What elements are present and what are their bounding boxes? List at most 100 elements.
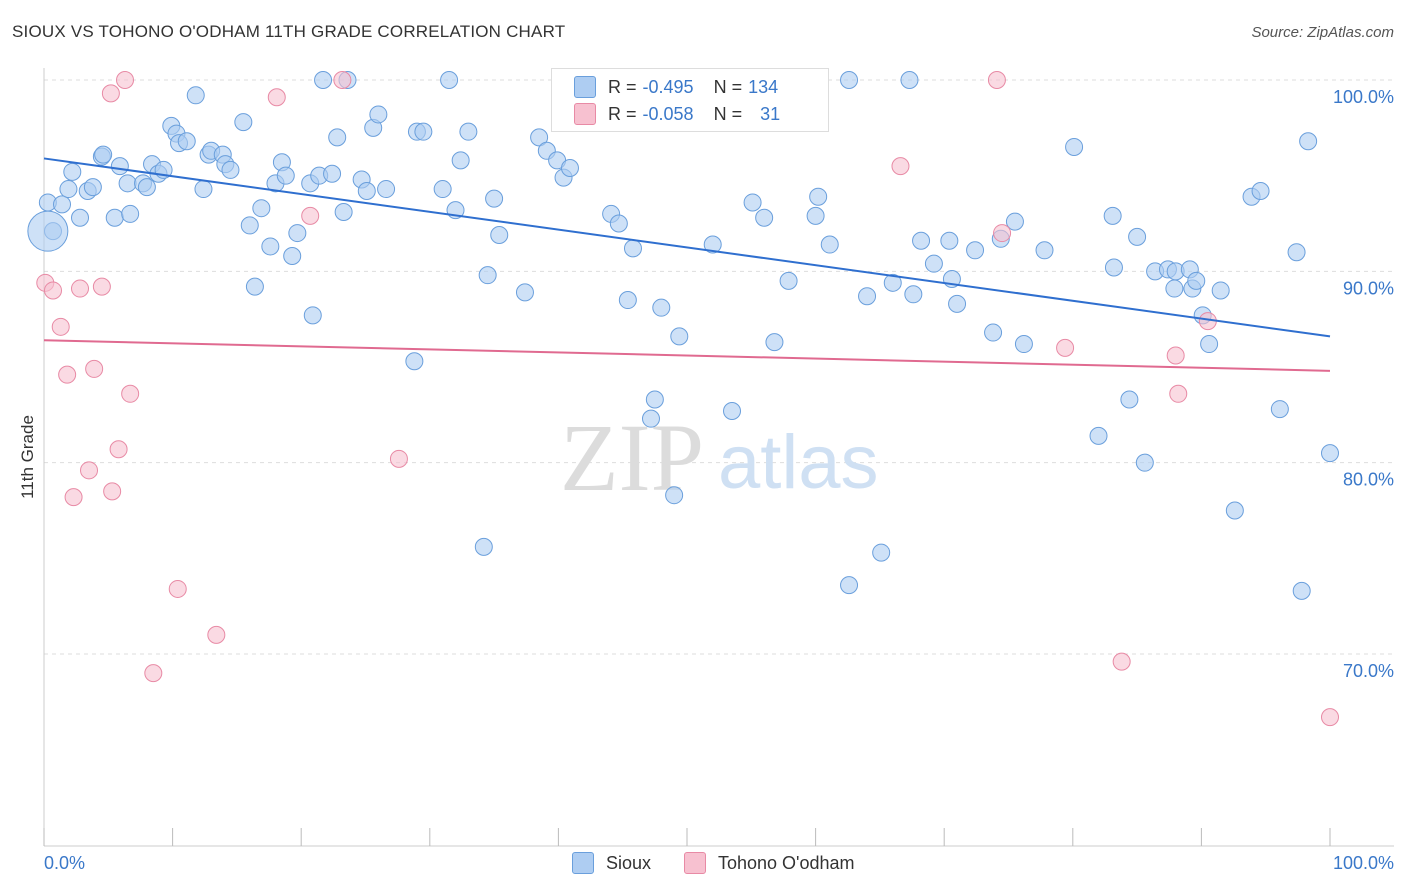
sioux-point[interactable]	[485, 189, 504, 208]
sioux-point[interactable]	[94, 145, 113, 164]
tohono-point[interactable]	[44, 281, 63, 300]
sioux-point[interactable]	[245, 277, 264, 296]
sioux-point[interactable]	[105, 208, 124, 227]
sioux-point[interactable]	[186, 86, 205, 105]
sioux-point[interactable]	[490, 225, 509, 244]
sioux-point[interactable]	[71, 208, 90, 227]
sioux-point[interactable]	[288, 224, 307, 243]
sioux-point[interactable]	[940, 231, 959, 250]
sioux-point[interactable]	[623, 239, 642, 258]
sioux-point[interactable]	[904, 285, 923, 304]
sioux-point[interactable]	[451, 151, 470, 170]
tohono-point[interactable]	[1056, 338, 1075, 357]
tohono-point[interactable]	[891, 157, 910, 176]
tohono-point[interactable]	[333, 71, 352, 89]
sioux-point[interactable]	[1165, 279, 1184, 298]
tohono-point[interactable]	[101, 84, 120, 103]
sioux-point[interactable]	[755, 208, 774, 227]
sioux-point[interactable]	[459, 122, 478, 141]
tohono-point[interactable]	[64, 488, 83, 507]
sioux-point[interactable]	[530, 128, 549, 147]
sioux-point[interactable]	[377, 180, 396, 199]
sioux-point-large[interactable]	[27, 210, 69, 252]
sioux-point[interactable]	[1104, 258, 1123, 277]
sioux-point[interactable]	[1292, 581, 1311, 600]
tohono-point[interactable]	[92, 277, 111, 296]
sioux-point[interactable]	[314, 71, 333, 89]
sioux-point[interactable]	[234, 113, 253, 132]
tohono-point[interactable]	[993, 224, 1012, 243]
tohono-point[interactable]	[121, 384, 140, 403]
sioux-point[interactable]	[641, 409, 660, 428]
legend-item-tohono[interactable]: Tohono O'odham	[684, 852, 855, 874]
sioux-point[interactable]	[645, 390, 664, 409]
sioux-point[interactable]	[1299, 132, 1318, 151]
sioux-point[interactable]	[912, 231, 931, 250]
sioux-point[interactable]	[1014, 335, 1033, 354]
sioux-point[interactable]	[743, 193, 762, 212]
legend-item-sioux[interactable]: Sioux	[572, 852, 651, 874]
sioux-point[interactable]	[414, 122, 433, 141]
sioux-point[interactable]	[240, 216, 259, 235]
sioux-point[interactable]	[806, 206, 825, 225]
sioux-point[interactable]	[252, 199, 271, 218]
sioux-point[interactable]	[515, 283, 534, 302]
tohono-point[interactable]	[389, 449, 408, 468]
sioux-point[interactable]	[966, 241, 985, 260]
sioux-point[interactable]	[1089, 426, 1108, 445]
tohono-point[interactable]	[267, 88, 286, 107]
sioux-point[interactable]	[478, 266, 497, 285]
sioux-point[interactable]	[118, 174, 137, 193]
sioux-point[interactable]	[560, 159, 579, 178]
sioux-point[interactable]	[1035, 241, 1054, 260]
sioux-point[interactable]	[618, 291, 637, 310]
sioux-point[interactable]	[261, 237, 280, 256]
tohono-point[interactable]	[80, 461, 99, 480]
sioux-point[interactable]	[474, 537, 493, 556]
sioux-point[interactable]	[303, 306, 322, 325]
tohono-point[interactable]	[301, 206, 320, 225]
tohono-point[interactable]	[987, 71, 1006, 89]
sioux-point[interactable]	[1270, 400, 1289, 419]
sioux-point[interactable]	[703, 235, 722, 254]
sioux-point[interactable]	[137, 178, 156, 197]
tohono-point[interactable]	[1112, 652, 1131, 671]
sioux-point[interactable]	[1211, 281, 1230, 300]
sioux-point[interactable]	[809, 187, 828, 206]
sioux-point[interactable]	[433, 180, 452, 199]
sioux-point[interactable]	[440, 71, 459, 89]
sioux-point[interactable]	[83, 178, 102, 197]
sioux-point[interactable]	[1128, 227, 1147, 246]
sioux-point[interactable]	[1103, 206, 1122, 225]
sioux-point[interactable]	[59, 180, 78, 199]
tohono-point[interactable]	[58, 365, 77, 384]
tohono-point[interactable]	[116, 71, 135, 89]
sioux-point[interactable]	[110, 157, 129, 176]
sioux-point[interactable]	[872, 543, 891, 562]
tohono-point[interactable]	[85, 359, 104, 378]
sioux-point[interactable]	[334, 203, 353, 222]
sioux-point[interactable]	[405, 352, 424, 371]
tohono-point[interactable]	[207, 625, 226, 644]
sioux-point[interactable]	[1225, 501, 1244, 520]
sioux-point[interactable]	[652, 298, 671, 317]
sioux-point[interactable]	[221, 160, 240, 179]
sioux-point[interactable]	[1135, 453, 1154, 472]
sioux-point[interactable]	[984, 323, 1003, 342]
sioux-point[interactable]	[765, 333, 784, 352]
sioux-point[interactable]	[1187, 271, 1206, 290]
tohono-point[interactable]	[71, 279, 90, 298]
sioux-point[interactable]	[53, 195, 72, 214]
tohono-point[interactable]	[1169, 384, 1188, 403]
sioux-point[interactable]	[820, 235, 839, 254]
sioux-point[interactable]	[883, 273, 902, 292]
tohono-point[interactable]	[109, 440, 128, 459]
sioux-point[interactable]	[328, 128, 347, 147]
sioux-point[interactable]	[609, 214, 628, 233]
sioux-point[interactable]	[1200, 335, 1219, 354]
sioux-point[interactable]	[670, 327, 689, 346]
sioux-point[interactable]	[323, 164, 342, 183]
tohono-point[interactable]	[144, 664, 163, 683]
sioux-point[interactable]	[665, 486, 684, 505]
sioux-point[interactable]	[858, 287, 877, 306]
